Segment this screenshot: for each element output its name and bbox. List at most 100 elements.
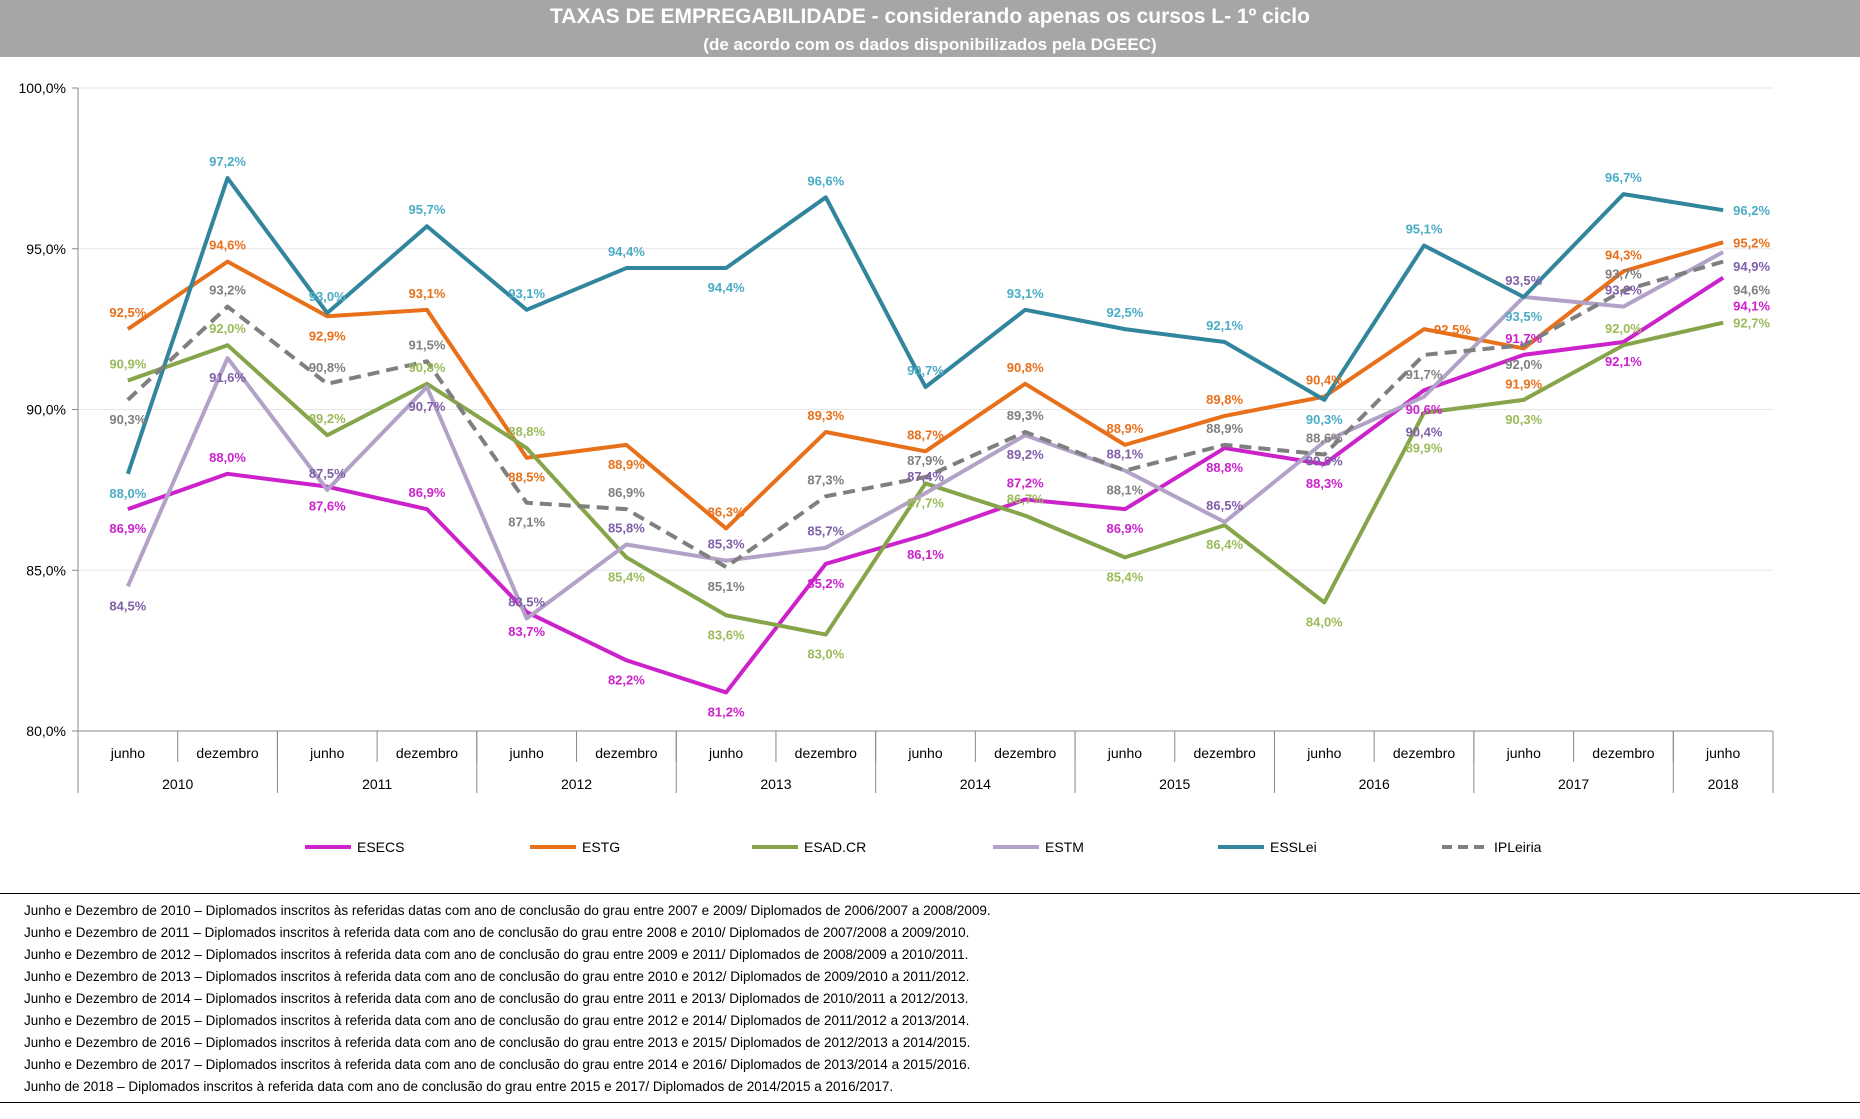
data-label: 92,9% <box>309 328 346 343</box>
data-label: 83,5% <box>508 594 545 609</box>
data-label: 96,2% <box>1733 203 1770 218</box>
x-tick-label: junho <box>509 745 544 761</box>
data-label: 87,1% <box>508 515 545 530</box>
data-label: 95,7% <box>409 202 446 217</box>
data-label: 89,9% <box>1406 441 1443 456</box>
x-tick-label: dezembro <box>1193 745 1255 761</box>
x-tick-label: junho <box>708 745 743 761</box>
data-label: 92,7% <box>1733 316 1770 331</box>
data-label: 92,5% <box>1434 322 1471 337</box>
x-year-label: 2012 <box>561 776 592 792</box>
data-label: 84,0% <box>1306 614 1343 629</box>
data-label: 91,7% <box>1406 367 1443 382</box>
data-label: 94,1% <box>1733 299 1770 314</box>
data-label: 88,8% <box>1206 460 1243 475</box>
data-label: 88,6% <box>1306 431 1343 446</box>
series-line-estm <box>126 250 1725 621</box>
x-year-label: 2015 <box>1159 776 1190 792</box>
x-tick-label: dezembro <box>795 745 857 761</box>
data-label: 90,6% <box>1406 402 1443 417</box>
legend-label: IPLeiria <box>1494 839 1542 855</box>
data-label: 93,7% <box>1605 267 1642 282</box>
data-label: 91,6% <box>209 370 246 385</box>
series-line-esslei <box>125 176 1724 475</box>
data-label: 93,1% <box>508 286 545 301</box>
data-label: 91,9% <box>1505 376 1542 391</box>
data-label: 93,2% <box>1605 283 1642 298</box>
data-label: 90,7% <box>907 363 944 378</box>
data-label: 94,4% <box>708 280 745 295</box>
data-label: 88,7% <box>907 427 944 442</box>
series-line-estg <box>126 240 1724 531</box>
data-label: 87,4% <box>907 469 944 484</box>
data-label: 90,3% <box>1306 412 1343 427</box>
data-label: 91,5% <box>409 337 446 352</box>
data-label: 85,3% <box>708 537 745 552</box>
data-label: 90,7% <box>409 399 446 414</box>
x-tick-label: junho <box>1107 745 1142 761</box>
footnote: Junho e Dezembro de 2016 – Diplomados in… <box>24 1035 971 1050</box>
data-label: 86,5% <box>1206 498 1243 513</box>
data-label: 88,1% <box>1106 447 1143 462</box>
data-label: 93,1% <box>409 286 446 301</box>
data-label: 94,6% <box>1733 283 1770 298</box>
data-label: 86,3% <box>708 504 745 519</box>
data-label: 93,2% <box>209 283 246 298</box>
legend-label: ESTM <box>1045 839 1084 855</box>
footnote: Junho e Dezembro de 2010 – Diplomados in… <box>24 903 991 918</box>
y-tick-label: 95,0% <box>26 241 66 257</box>
data-label: 89,8% <box>1206 392 1243 407</box>
data-label: 85,7% <box>807 524 844 539</box>
x-year-label: 2011 <box>362 776 392 792</box>
series-line-esad-cr <box>127 320 1724 637</box>
data-label: 95,2% <box>1733 235 1770 250</box>
data-label: 92,0% <box>1605 321 1642 336</box>
data-label: 92,5% <box>109 305 146 320</box>
x-tick-label: junho <box>309 745 344 761</box>
data-label: 87,6% <box>309 499 346 514</box>
legend-label: ESECS <box>357 839 404 855</box>
data-label: 87,7% <box>907 495 944 510</box>
data-label: 84,5% <box>109 598 146 613</box>
data-label: 86,9% <box>608 485 645 500</box>
legend-label: ESSLei <box>1270 839 1317 855</box>
data-label: 88,0% <box>209 450 246 465</box>
data-label: 90,8% <box>309 360 346 375</box>
legend-label: ESTG <box>582 839 620 855</box>
data-label: 90,3% <box>109 412 146 427</box>
data-label: 90,3% <box>1505 412 1542 427</box>
data-label: 87,2% <box>1007 476 1044 491</box>
data-label: 88,9% <box>1106 421 1143 436</box>
data-label: 96,6% <box>807 173 844 188</box>
data-label: 86,4% <box>1206 537 1243 552</box>
x-tick-label: junho <box>110 745 145 761</box>
y-tick-label: 90,0% <box>26 402 66 418</box>
footnote: Junho e Dezembro de 2011 – Diplomados in… <box>24 925 970 940</box>
data-label: 88,0% <box>109 486 146 501</box>
legend-label: ESAD.CR <box>804 839 866 855</box>
data-label: 86,9% <box>409 485 446 500</box>
data-label: 86,1% <box>907 547 944 562</box>
data-label: 93,0% <box>309 289 346 304</box>
data-label: 93,5% <box>1505 273 1542 288</box>
chart-subtitle: (de acordo com os dados disponibilizados… <box>703 35 1157 54</box>
data-label: 85,8% <box>608 521 645 536</box>
data-label: 93,1% <box>1007 286 1044 301</box>
data-label: 92,5% <box>1106 305 1143 320</box>
footnote: Junho e Dezembro de 2013 – Diplomados in… <box>24 969 970 984</box>
x-year-label: 2010 <box>162 776 193 792</box>
data-label: 93,5% <box>1505 309 1542 324</box>
data-label: 96,7% <box>1605 170 1642 185</box>
data-label: 87,3% <box>807 472 844 487</box>
chart-title: TAXAS DE EMPREGABILIDADE - considerando … <box>550 5 1310 28</box>
x-year-label: 2016 <box>1359 776 1390 792</box>
data-label: 92,1% <box>1605 354 1642 369</box>
series-line-ipleiria <box>126 259 1724 570</box>
data-label: 92,1% <box>1206 318 1243 333</box>
data-label: 85,2% <box>807 576 844 591</box>
data-label: 94,4% <box>608 244 645 259</box>
data-label: 85,4% <box>1106 569 1143 584</box>
data-label: 83,6% <box>708 627 745 642</box>
x-year-label: 2017 <box>1558 776 1589 792</box>
data-label: 88,5% <box>508 470 545 485</box>
